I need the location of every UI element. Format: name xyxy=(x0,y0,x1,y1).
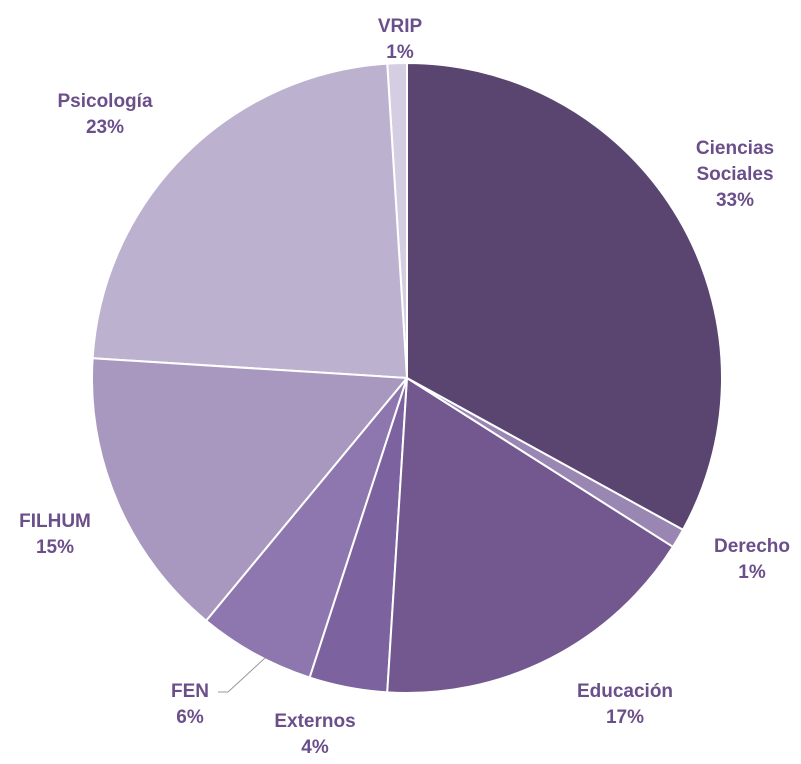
slice-label: Educación 17% xyxy=(555,679,695,731)
slice-label: FEN 6% xyxy=(150,679,230,731)
value-label: 1% xyxy=(738,562,766,583)
pie-slice xyxy=(386,376,675,694)
value-label: 6% xyxy=(176,707,204,728)
value-label: 15% xyxy=(35,537,75,558)
slice-label: FILHUM 15% xyxy=(5,509,105,561)
pie-slice xyxy=(406,61,723,532)
pie-slice xyxy=(204,377,408,679)
slice-label: Externos 4% xyxy=(255,709,375,761)
category-label: Ciencias Sociales xyxy=(695,138,775,185)
value-label: 4% xyxy=(301,737,329,758)
value-label: 23% xyxy=(85,117,125,138)
category-label: FEN xyxy=(171,681,209,702)
slice-label: Derecho 1% xyxy=(702,534,801,586)
pie-slice xyxy=(91,357,410,623)
slice-label: Ciencias Sociales 33% xyxy=(680,136,790,214)
category-label: FILHUM xyxy=(19,511,91,532)
category-label: Educación xyxy=(576,681,674,702)
leader-line xyxy=(227,657,266,693)
category-label: Externos xyxy=(274,711,356,732)
category-label: Psicología xyxy=(57,91,153,112)
pie-slice xyxy=(91,62,409,380)
value-label: 33% xyxy=(715,190,755,211)
category-label: Derecho xyxy=(713,536,791,557)
value-label: 1% xyxy=(386,42,414,63)
category-label: VRIP xyxy=(377,16,423,37)
slice-label: VRIP 1% xyxy=(360,14,440,66)
slice-label: Psicología 23% xyxy=(40,89,170,141)
value-label: 17% xyxy=(605,707,645,728)
